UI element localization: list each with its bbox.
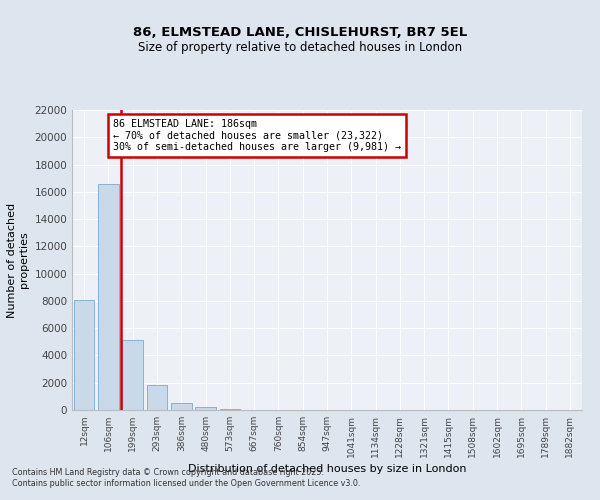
Bar bbox=[122, 340, 143, 410]
X-axis label: Distribution of detached houses by size in London: Distribution of detached houses by size … bbox=[188, 464, 466, 474]
Bar bbox=[195, 408, 216, 410]
Y-axis label: Number of detached
properties: Number of detached properties bbox=[7, 202, 29, 318]
Bar bbox=[171, 403, 191, 410]
Bar bbox=[74, 300, 94, 410]
Bar bbox=[98, 184, 119, 410]
Bar bbox=[146, 386, 167, 410]
Bar bbox=[220, 409, 240, 410]
Text: 86 ELMSTEAD LANE: 186sqm
← 70% of detached houses are smaller (23,322)
30% of se: 86 ELMSTEAD LANE: 186sqm ← 70% of detach… bbox=[113, 119, 401, 152]
Text: Size of property relative to detached houses in London: Size of property relative to detached ho… bbox=[138, 41, 462, 54]
Text: 86, ELMSTEAD LANE, CHISLEHURST, BR7 5EL: 86, ELMSTEAD LANE, CHISLEHURST, BR7 5EL bbox=[133, 26, 467, 39]
Text: Contains HM Land Registry data © Crown copyright and database right 2025.
Contai: Contains HM Land Registry data © Crown c… bbox=[12, 468, 361, 487]
